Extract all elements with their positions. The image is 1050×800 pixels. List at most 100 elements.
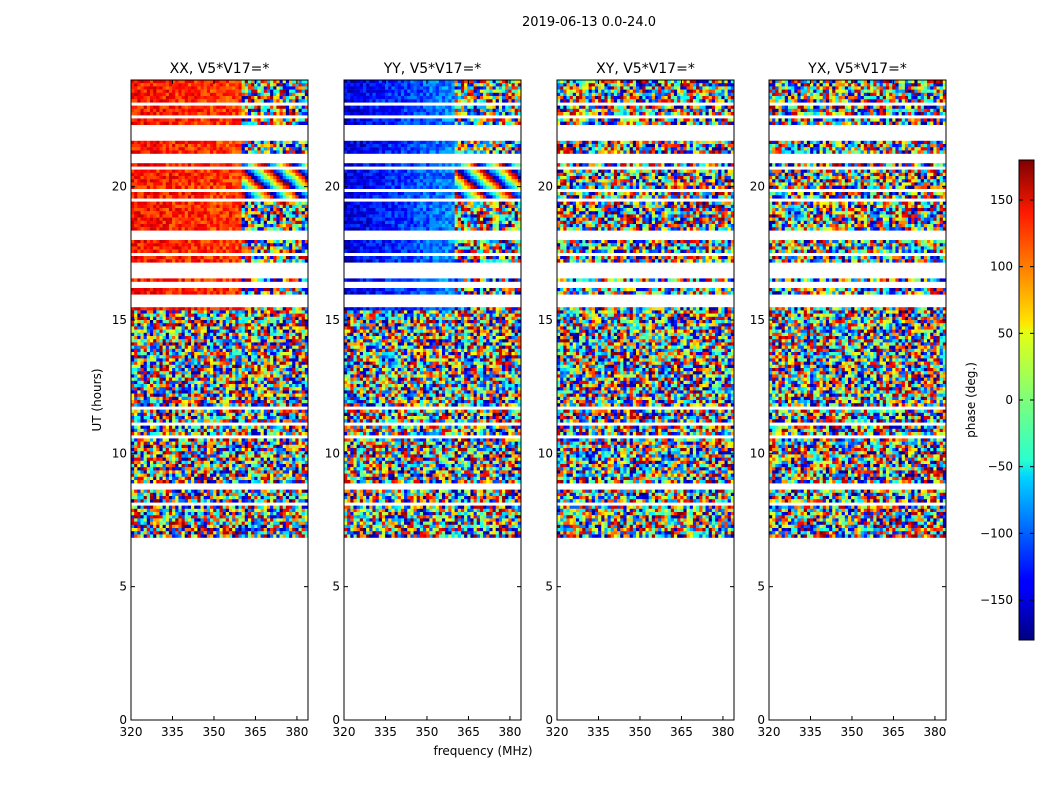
heatmap-cell	[210, 316, 214, 321]
heatmap-cell	[270, 240, 274, 244]
heatmap-cell	[279, 361, 284, 365]
heatmap-cell	[260, 425, 265, 429]
heatmap-cell	[175, 83, 179, 87]
heatmap-cell	[228, 147, 233, 151]
heatmap-cell	[238, 448, 242, 452]
heatmap-cell	[238, 185, 242, 189]
heatmap-cell	[257, 278, 261, 282]
heatmap-cell	[295, 380, 299, 385]
heatmap-cell	[187, 320, 192, 324]
heatmap-cell	[143, 112, 148, 116]
heatmap-cell	[228, 217, 233, 221]
heatmap-cell	[292, 217, 296, 221]
heatmap-cell	[197, 80, 201, 84]
heatmap-cell	[178, 396, 182, 401]
heatmap-cell	[159, 172, 163, 177]
heatmap-cell	[168, 441, 173, 445]
heatmap-cell	[219, 339, 223, 343]
heatmap-cell	[175, 185, 179, 189]
heatmap-cell	[219, 332, 223, 337]
heatmap-cell	[276, 144, 280, 148]
heatmap-cell	[251, 108, 255, 113]
heatmap-cell	[301, 163, 306, 167]
heatmap-cell	[184, 403, 189, 407]
heatmap-cell	[228, 288, 233, 292]
heatmap-cell	[254, 329, 258, 333]
heatmap-cell	[162, 441, 167, 445]
heatmap-cell	[181, 432, 186, 436]
heatmap-cell	[225, 163, 230, 167]
heatmap-cell	[140, 217, 144, 221]
heatmap-cell	[263, 384, 268, 388]
heatmap-cell	[279, 416, 284, 420]
heatmap-cell	[238, 86, 242, 90]
heatmap-cell	[295, 169, 299, 173]
heatmap-cell	[228, 374, 233, 378]
heatmap-cell	[266, 419, 271, 423]
heatmap-cell	[219, 211, 223, 215]
heatmap-cell	[247, 147, 252, 151]
heatmap-cell	[241, 99, 246, 103]
heatmap-cell	[172, 278, 176, 282]
heatmap-cell	[172, 169, 176, 173]
heatmap-cell	[266, 192, 271, 196]
heatmap-cell	[156, 108, 160, 113]
heatmap-cell	[143, 320, 148, 324]
heatmap-cell	[279, 460, 284, 465]
heatmap-cell	[257, 393, 261, 397]
heatmap-cell	[235, 368, 239, 372]
heatmap-cell	[270, 336, 274, 340]
heatmap-cell	[263, 195, 268, 199]
heatmap-cell	[270, 393, 274, 397]
heatmap-cell	[146, 224, 151, 228]
heatmap-cell	[194, 214, 198, 218]
heatmap-cell	[159, 387, 163, 391]
heatmap-cell	[187, 259, 192, 263]
heatmap-cell	[162, 214, 167, 218]
heatmap-cell	[213, 364, 217, 369]
heatmap-cell	[143, 246, 148, 250]
heatmap-cell	[149, 368, 154, 372]
heatmap-cell	[232, 185, 236, 189]
heatmap-cell	[210, 214, 214, 218]
heatmap-cell	[216, 140, 220, 145]
heatmap-cell	[285, 201, 290, 205]
heatmap-cell	[153, 342, 157, 346]
heatmap-cell	[153, 454, 157, 458]
heatmap-cell	[238, 323, 242, 327]
heatmap-cell	[260, 240, 265, 244]
heatmap-cell	[181, 112, 186, 116]
heatmap-cell	[260, 460, 265, 465]
heatmap-cell	[292, 329, 296, 333]
heatmap-cell	[210, 320, 214, 324]
heatmap-cell	[219, 83, 223, 87]
heatmap-cell	[168, 387, 173, 391]
heatmap-cell	[254, 227, 258, 231]
heatmap-cell	[200, 185, 204, 189]
heatmap-cell	[206, 92, 211, 97]
heatmap-cell	[276, 326, 280, 330]
heatmap-cell	[137, 89, 141, 93]
heatmap-cell	[270, 313, 274, 317]
heatmap-cell	[213, 176, 217, 180]
heatmap-cell	[232, 246, 236, 250]
heatmap-cell	[168, 355, 173, 359]
heatmap-cell	[216, 390, 220, 394]
heatmap-cell	[149, 172, 154, 177]
heatmap-cell	[143, 326, 148, 330]
heatmap-cell	[178, 332, 182, 337]
heatmap-cell	[206, 390, 211, 394]
heatmap-cell	[153, 380, 157, 385]
heatmap-cell	[225, 323, 230, 327]
heatmap-cell	[228, 83, 233, 87]
heatmap-cell	[251, 454, 255, 458]
heatmap-cell	[172, 345, 176, 349]
heatmap-cell	[279, 390, 284, 394]
heatmap-cell	[162, 179, 167, 183]
heatmap-cell	[162, 86, 167, 90]
heatmap-cell	[279, 355, 284, 359]
heatmap-cell	[137, 323, 141, 327]
heatmap-cell	[187, 371, 192, 375]
heatmap-cell	[241, 320, 246, 324]
